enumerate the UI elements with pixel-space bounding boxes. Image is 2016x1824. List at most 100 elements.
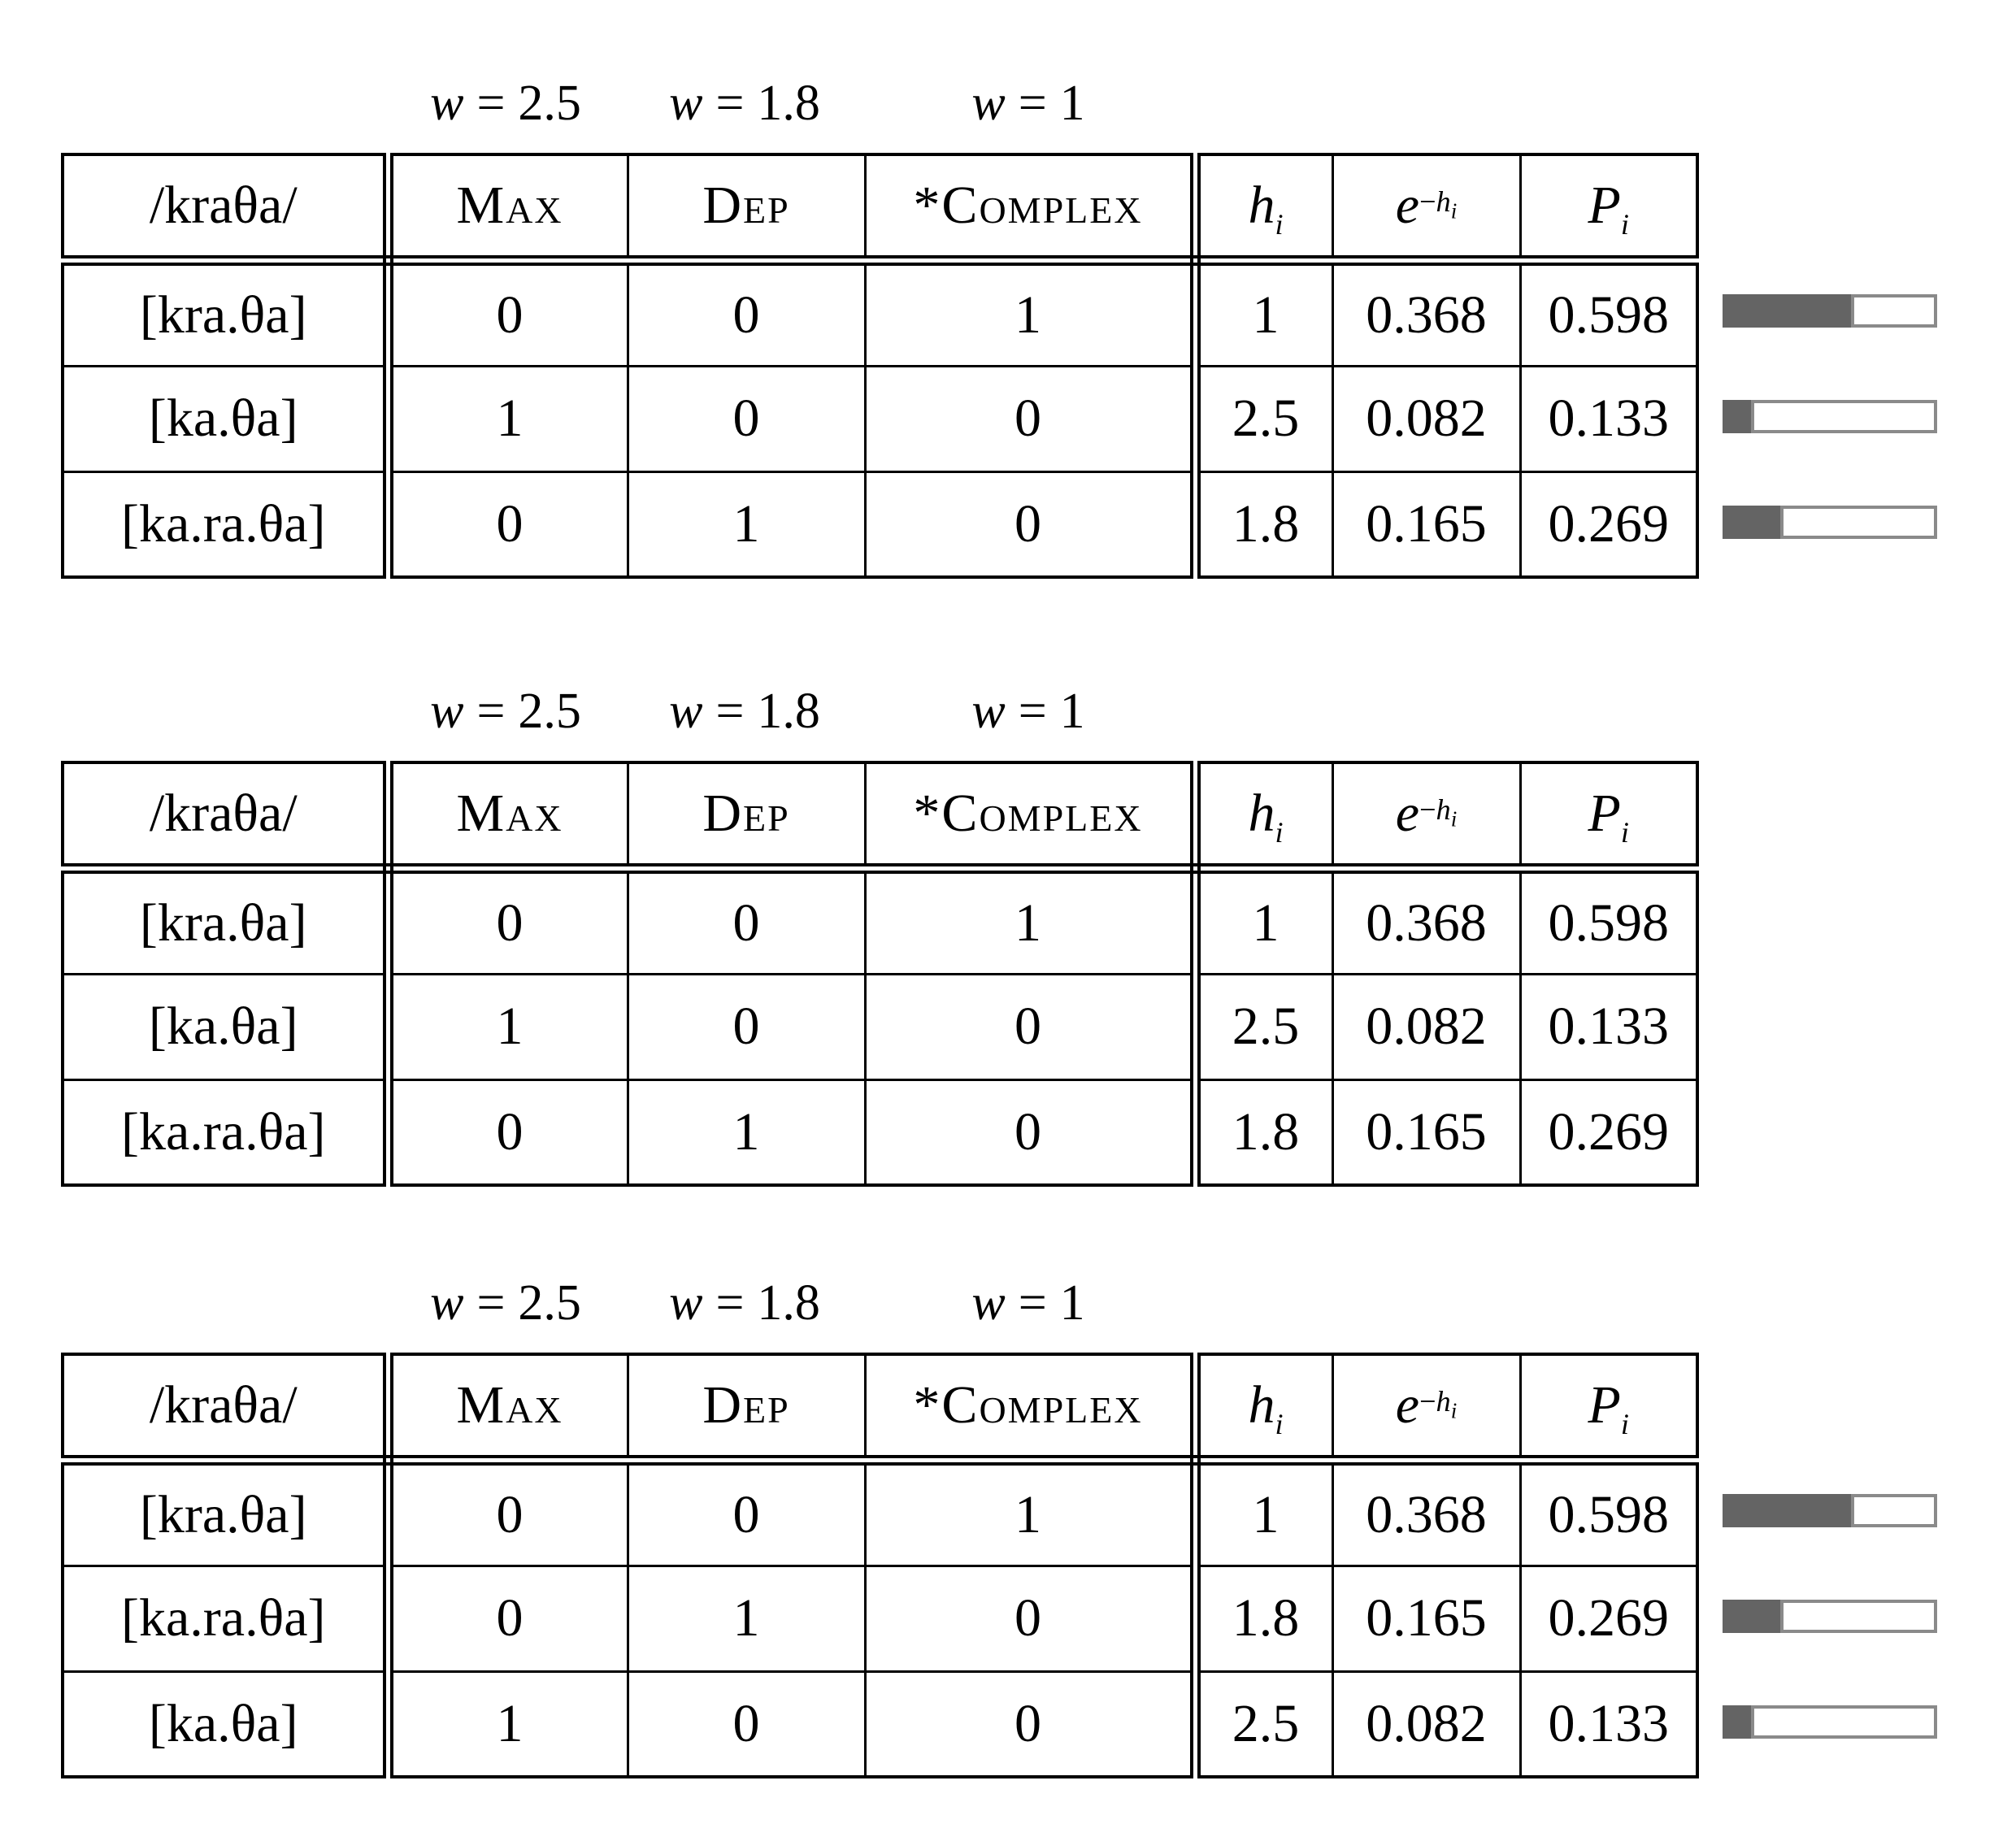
exp-harmony-cell: 0.082: [1331, 364, 1522, 473]
weight-label-max: w = 2.5: [430, 686, 581, 736]
exp-harmony-cell: 0.082: [1331, 1670, 1522, 1778]
probability-cell: 0.269: [1519, 1564, 1699, 1673]
violation-cell: 0: [863, 364, 1201, 473]
header-row: /kraθa/ Max Dep *Complex hi e−hi Pi: [61, 1353, 1699, 1466]
harmony-subscript: i: [1275, 207, 1284, 241]
probability-bar-fill: [1723, 294, 1851, 328]
exp-harmony-subscript: i: [1450, 198, 1458, 223]
probability-bar-fill: [1723, 1600, 1781, 1633]
weight-var: w: [430, 76, 464, 131]
exp-harmony-subscript: i: [1450, 806, 1458, 831]
candidate-cell: [ka.ra.θa]: [61, 470, 393, 579]
equals-sign: =: [1018, 1275, 1047, 1331]
harmony-cell: 1.8: [1193, 1078, 1334, 1187]
exp-harmony-symbol: h: [1436, 1384, 1451, 1418]
exp-harmony-symbol: h: [1436, 793, 1451, 826]
candidate-row: [ka.ra.θa] 0 1 0 1.8 0.165 0.269: [61, 1078, 1699, 1187]
weight-var: w: [430, 1275, 464, 1331]
probability-subscript: i: [1620, 1407, 1629, 1440]
probability-bar: [1723, 506, 1937, 539]
exp-harmony-header: e−hi: [1331, 153, 1522, 266]
tableau-table-3: /kraθa/ Max Dep *Complex hi e−hi Pi [kra…: [61, 1353, 1699, 1778]
probability-bar: [1723, 1600, 1937, 1633]
harmony-header: hi: [1193, 761, 1334, 874]
exp-harmony-cell: 0.165: [1331, 1078, 1522, 1187]
harmony-cell: 1: [1193, 258, 1334, 367]
exp-harmony-cell: 0.165: [1331, 470, 1522, 579]
harmony-subscript: i: [1275, 1407, 1284, 1440]
equals-sign: =: [476, 76, 506, 131]
probability-cell: 0.133: [1519, 972, 1699, 1081]
candidate-cell: [kra.θa]: [61, 866, 393, 975]
violation-cell: 0: [863, 972, 1201, 1081]
header-row: /kraθa/ Max Dep *Complex hi e−hi Pi: [61, 761, 1699, 874]
probability-bar: [1723, 1705, 1937, 1739]
weight-var: w: [971, 1275, 1006, 1331]
candidate-cell: [ka.θa]: [61, 1670, 393, 1778]
probability-header: Pi: [1519, 761, 1699, 874]
probability-symbol: P: [1588, 175, 1621, 235]
exp-harmony-cell: 0.368: [1331, 866, 1522, 975]
weight-value: 2.5: [518, 76, 581, 131]
candidate-row: [ka.θa] 1 0 0 2.5 0.082 0.133: [61, 364, 1699, 473]
weight-value: 1.8: [757, 76, 820, 131]
equals-sign: =: [715, 76, 745, 131]
harmony-cell: 2.5: [1193, 1670, 1334, 1778]
weight-label-max: w = 2.5: [430, 1278, 581, 1328]
candidate-row: [kra.θa] 0 0 1 1 0.368 0.598: [61, 866, 1699, 975]
weight-label-complex: w = 1: [971, 686, 1084, 736]
harmony-cell: 1.8: [1193, 470, 1334, 579]
violation-cell: 0: [386, 1564, 629, 1673]
harmony-symbol: h: [1248, 783, 1275, 843]
probability-bar-empty: [1850, 294, 1937, 328]
violation-cell: 1: [863, 866, 1201, 975]
probability-cell: 0.133: [1519, 364, 1699, 473]
probability-bar-empty: [1780, 506, 1937, 539]
violation-cell: 1: [386, 364, 629, 473]
input-cell: /kraθa/: [61, 761, 393, 874]
constraint-header-max: Max: [386, 761, 629, 874]
violation-cell: 1: [386, 972, 629, 1081]
violation-cell: 0: [386, 1458, 629, 1567]
probability-bar-fill: [1723, 1705, 1752, 1739]
violation-cell: 0: [626, 972, 867, 1081]
equals-sign: =: [1018, 76, 1047, 131]
constraint-header-dep: Dep: [626, 1353, 867, 1466]
exp-superscript: −hi: [1419, 793, 1457, 830]
constraint-header-max: Max: [386, 153, 629, 266]
probability-header: Pi: [1519, 153, 1699, 266]
violation-cell: 0: [386, 258, 629, 367]
weights-row: w = 2.5 w = 1.8 w = 1: [61, 1271, 2016, 1335]
weight-label-dep: w = 1.8: [669, 78, 820, 128]
exp-harmony-header: e−hi: [1331, 761, 1522, 874]
exp-symbol: e: [1395, 783, 1420, 843]
probability-bar: [1723, 1494, 1937, 1527]
probability-bar-fill: [1723, 506, 1781, 539]
exp-harmony-cell: 0.165: [1331, 1564, 1522, 1673]
constraint-header-max: Max: [386, 1353, 629, 1466]
probability-cell: 0.269: [1519, 1078, 1699, 1187]
probability-bar-empty: [1780, 1600, 1937, 1633]
probability-bar-fill: [1723, 400, 1752, 433]
violation-cell: 0: [386, 470, 629, 579]
exp-harmony-cell: 0.368: [1331, 258, 1522, 367]
violation-cell: 1: [626, 1078, 867, 1187]
minus-sign: −: [1419, 793, 1436, 826]
equals-sign: =: [1018, 684, 1047, 739]
exp-superscript: −hi: [1419, 185, 1457, 222]
exp-harmony-symbol: h: [1436, 185, 1451, 218]
exp-harmony-header: e−hi: [1331, 1353, 1522, 1466]
probability-bar-fill: [1723, 1494, 1851, 1527]
header-row: /kraθa/ Max Dep *Complex hi e−hi Pi: [61, 153, 1699, 266]
candidate-cell: [ka.ra.θa]: [61, 1078, 393, 1187]
constraint-header-complex: *Complex: [863, 153, 1201, 266]
tableau-block-1: w = 2.5 w = 1.8 w = 1 /kraθa/ Max Dep *Complex…: [61, 72, 2016, 579]
constraint-header-dep: Dep: [626, 153, 867, 266]
probability-bar-empty: [1751, 1705, 1937, 1739]
candidate-cell: [ka.ra.θa]: [61, 1564, 393, 1673]
weight-value: 1.8: [757, 684, 820, 739]
constraint-header-complex: *Complex: [863, 761, 1201, 874]
probability-subscript: i: [1620, 207, 1629, 241]
candidate-row: [ka.ra.θa] 0 1 0 1.8 0.165 0.269: [61, 1564, 1699, 1673]
